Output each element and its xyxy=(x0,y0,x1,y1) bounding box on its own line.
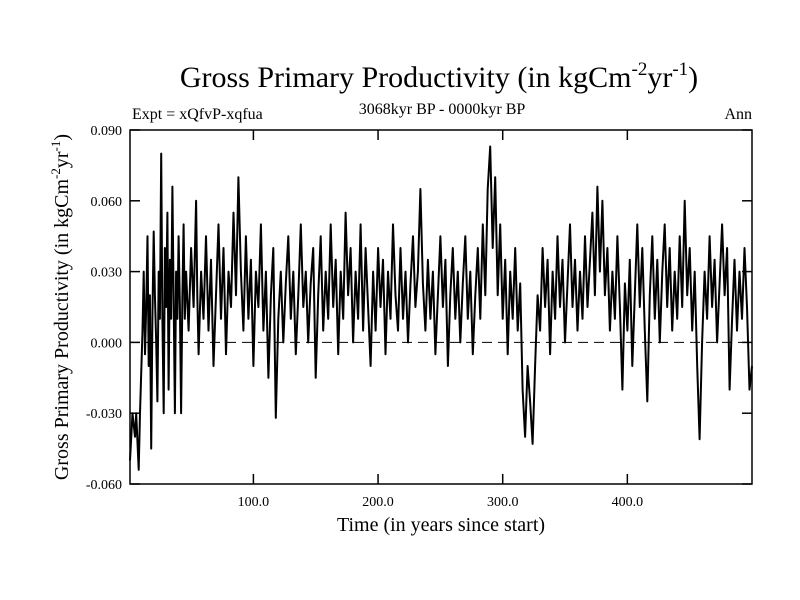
y-tick-label: -0.030 xyxy=(86,407,122,422)
x-tick-label: 100.0 xyxy=(238,495,270,510)
chart-title: Gross Primary Productivity (in kgCm-2yr-… xyxy=(180,59,698,94)
y-axis-label: Gross Primary Productivity (in kgCm-2yr-… xyxy=(48,134,73,480)
x-tick-label: 300.0 xyxy=(487,495,519,510)
y-axis-label-end: ) xyxy=(51,134,73,141)
chart-title-end: ) xyxy=(688,61,698,94)
y-axis-label-sup1: -2 xyxy=(48,168,63,179)
season-label: Ann xyxy=(724,106,752,123)
chart-title-sup2: -1 xyxy=(672,59,688,80)
y-axis-label-main: Gross Primary Productivity (in kgCm xyxy=(51,179,73,481)
chart-title-unit: yr xyxy=(647,61,672,94)
x-axis-label: Time (in years since start) xyxy=(337,514,545,536)
x-tick-label: 400.0 xyxy=(612,495,644,510)
time-range-label: 3068kyr BP - 0000kyr BP xyxy=(359,101,526,118)
experiment-label: Expt = xQfvP-xqfua xyxy=(132,106,263,123)
y-tick-label: 0.000 xyxy=(91,336,123,351)
y-axis-label-unit: yr xyxy=(51,151,73,168)
y-tick-label: 0.030 xyxy=(91,266,123,281)
y-axis-label-sup2: -1 xyxy=(48,141,63,152)
y-tick-label: -0.060 xyxy=(86,478,122,493)
series-line-ann xyxy=(129,145,753,471)
chart-title-main: Gross Primary Productivity (in kgCm xyxy=(180,61,632,94)
y-tick-label: 0.090 xyxy=(91,124,123,139)
chart-title-sup1: -2 xyxy=(632,59,648,80)
x-axis: 100.0 200.0 300.0 400.0 xyxy=(238,130,643,510)
plot-frame xyxy=(129,129,753,485)
x-tick-label: 200.0 xyxy=(362,495,394,510)
y-tick-label: 0.060 xyxy=(91,195,123,210)
y-axis: -0.060 -0.030 0.000 0.030 0.060 0.090 xyxy=(86,124,752,493)
